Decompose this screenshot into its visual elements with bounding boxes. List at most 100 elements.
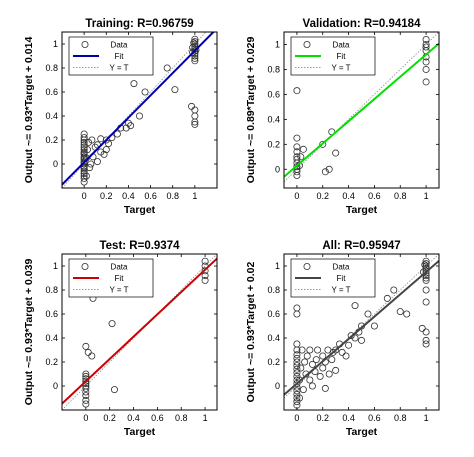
y-tick-label: 1 bbox=[275, 261, 280, 271]
data-point bbox=[293, 354, 301, 362]
chart-title: Training: R=0.96759 bbox=[85, 18, 193, 30]
data-point bbox=[171, 86, 179, 94]
data-point bbox=[80, 159, 88, 167]
data-point bbox=[299, 145, 307, 153]
y-axis-label: Output ~= 0.89*Target + 0.029 bbox=[245, 37, 257, 184]
y-tick-label: 1 bbox=[53, 39, 58, 49]
data-point bbox=[82, 372, 90, 380]
y-tick-label: 0.4 bbox=[267, 114, 280, 124]
data-point bbox=[293, 390, 301, 398]
x-tick-label: 0 bbox=[82, 191, 87, 201]
x-tick-label: 1 bbox=[424, 413, 429, 423]
data-point bbox=[403, 310, 411, 318]
legend: Data Fit Y = T bbox=[68, 258, 154, 298]
data-point bbox=[84, 348, 92, 356]
data-point bbox=[422, 58, 430, 66]
data-point bbox=[122, 124, 130, 132]
axes-frame bbox=[283, 31, 440, 189]
chart-title: All: R=0.95947 bbox=[322, 240, 400, 252]
data-point bbox=[301, 358, 309, 366]
y-axis-label: Output ~= 0.93*Target + 0.039 bbox=[23, 259, 35, 406]
data-point bbox=[345, 341, 353, 349]
data-point bbox=[191, 112, 199, 120]
legend: Data Fit Y = T bbox=[290, 258, 376, 298]
data-point bbox=[97, 135, 105, 143]
data-point bbox=[422, 35, 430, 43]
data-point bbox=[422, 257, 430, 265]
fit-line bbox=[284, 260, 439, 396]
y-tick-label: 0.6 bbox=[45, 309, 58, 319]
data-point bbox=[332, 346, 340, 354]
data-point bbox=[80, 138, 88, 146]
data-point bbox=[83, 146, 91, 154]
data-point bbox=[396, 308, 404, 316]
data-point bbox=[293, 87, 301, 95]
data-point bbox=[299, 386, 307, 394]
data-point bbox=[80, 146, 88, 154]
x-tick-label: 0.2 bbox=[100, 191, 113, 201]
data-point bbox=[338, 348, 346, 356]
y-tick-label: 0.2 bbox=[45, 357, 58, 367]
data-point bbox=[293, 153, 301, 161]
data-point bbox=[306, 376, 314, 384]
data-point bbox=[422, 274, 430, 282]
y-tick-label: 0.8 bbox=[45, 63, 58, 73]
x-tick-label: 0 bbox=[294, 413, 299, 423]
data-point bbox=[422, 276, 430, 284]
x-axis-label: Target bbox=[346, 204, 378, 216]
legend-label-identity: Y = T bbox=[331, 286, 350, 295]
legend-marker-data bbox=[81, 262, 89, 270]
data-point bbox=[321, 168, 329, 176]
data-point bbox=[113, 130, 121, 138]
data-point bbox=[82, 400, 90, 408]
data-point bbox=[308, 360, 316, 368]
data-point bbox=[347, 332, 355, 340]
data-point bbox=[319, 364, 327, 372]
legend-label-fit: Fit bbox=[115, 274, 125, 283]
data-point bbox=[188, 102, 196, 110]
x-tick-label: 0 bbox=[83, 413, 88, 423]
y-tick-label: 1 bbox=[53, 261, 58, 271]
x-tick-label: 0.8 bbox=[175, 413, 188, 423]
data-point bbox=[293, 310, 301, 318]
data-point bbox=[130, 80, 138, 88]
data-point bbox=[370, 322, 378, 330]
data-point bbox=[293, 148, 301, 156]
data-point bbox=[328, 356, 336, 364]
data-point bbox=[80, 134, 88, 142]
y-tick-label: 0.8 bbox=[267, 64, 280, 74]
y-tick-label: 0.2 bbox=[267, 139, 280, 149]
data-point bbox=[293, 304, 301, 312]
data-point bbox=[418, 324, 426, 332]
data-point bbox=[422, 78, 430, 86]
data-point bbox=[295, 394, 303, 402]
data-point bbox=[293, 365, 301, 373]
data-point bbox=[306, 346, 314, 354]
data-point bbox=[293, 155, 301, 163]
data-point bbox=[293, 372, 301, 380]
panel-1: 0 0.2 0.4 0.6 0.8 1 0 0.2 0.4 0.6 0.8 1 Validation: … bbox=[245, 18, 440, 216]
data-point bbox=[298, 346, 306, 354]
data-point bbox=[191, 38, 199, 46]
data-point bbox=[319, 352, 327, 360]
data-point bbox=[351, 334, 359, 342]
data-point bbox=[422, 262, 430, 270]
data-point bbox=[102, 146, 110, 154]
x-axis-label: Target bbox=[124, 426, 156, 438]
data-point bbox=[201, 267, 209, 275]
legend-marker-data bbox=[303, 41, 311, 49]
y-tick-label: 0 bbox=[53, 381, 58, 391]
legend: Data Fit Y = T bbox=[68, 36, 154, 76]
y-tick-label: 0.2 bbox=[267, 357, 280, 367]
data-point bbox=[357, 336, 365, 344]
legend-label-data: Data bbox=[111, 263, 128, 272]
data-point bbox=[316, 372, 324, 380]
data-point bbox=[308, 382, 316, 390]
y-tick-label: 0.4 bbox=[45, 111, 58, 121]
data-point bbox=[201, 276, 209, 284]
data-point bbox=[325, 165, 333, 173]
data-point bbox=[201, 272, 209, 280]
legend-label-identity: Y = T bbox=[109, 64, 128, 73]
data-point bbox=[163, 64, 171, 72]
y-tick-label: 0.2 bbox=[45, 135, 58, 145]
